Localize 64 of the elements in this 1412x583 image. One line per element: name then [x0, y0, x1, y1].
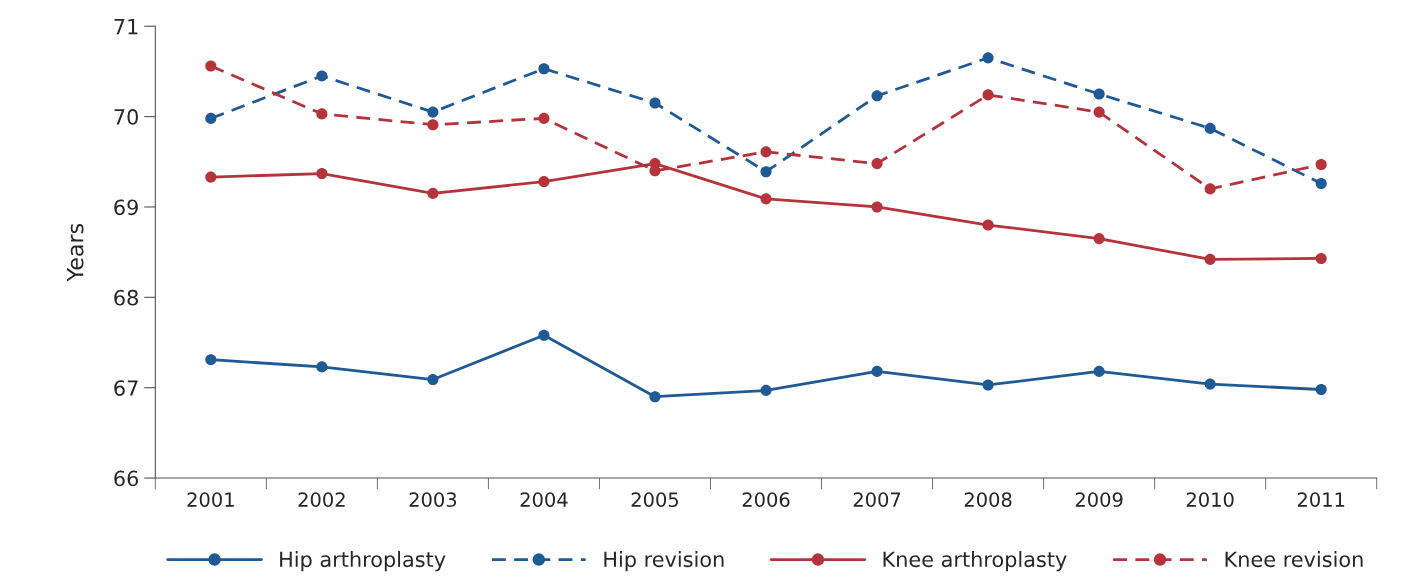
point: [1093, 88, 1105, 100]
point: [649, 97, 661, 109]
y-tick-label: 69: [114, 199, 138, 216]
point: [538, 176, 550, 188]
y-tick-label: 70: [114, 109, 138, 125]
point: [760, 193, 772, 205]
point: [871, 365, 883, 377]
legend-label: Hip arthroplasty: [280, 551, 446, 572]
point: [1204, 122, 1216, 134]
x-tick-label: 2009: [1075, 492, 1123, 507]
x-tick-label: 2007: [853, 492, 901, 507]
point: [538, 329, 550, 341]
point: [1204, 378, 1216, 390]
point: [1315, 252, 1327, 265]
x-tick-label: 2010: [1186, 492, 1234, 507]
point: [205, 60, 217, 72]
point: [1315, 177, 1327, 190]
x-tick-label: 2008: [964, 492, 1012, 507]
point: [1093, 233, 1105, 245]
point: [427, 374, 439, 386]
point: [871, 90, 883, 102]
point: [316, 361, 328, 373]
point: [871, 158, 883, 170]
point: [760, 166, 772, 178]
point: [538, 112, 550, 124]
x-tick-label: 2004: [520, 492, 568, 507]
point: [982, 89, 994, 101]
x-tick-label: 2001: [187, 492, 234, 507]
x-tick-label: 2011: [1297, 492, 1345, 507]
point: [1204, 253, 1216, 265]
point: [1093, 106, 1105, 118]
point: [982, 52, 994, 64]
y-tick-label: 67: [114, 380, 138, 396]
point: [1204, 183, 1216, 195]
y-tick-label: 66: [114, 470, 139, 487]
point: [1093, 365, 1105, 377]
y-axis-title: Years: [67, 223, 84, 282]
x-tick-label: 2002: [298, 492, 345, 507]
point: [1315, 383, 1327, 396]
point: [871, 201, 883, 213]
point: [649, 391, 661, 403]
y-tick-label: 68: [114, 289, 138, 306]
x-tick-label: 2003: [409, 492, 457, 507]
x-tick-label: 2006: [742, 492, 790, 507]
point: [205, 171, 217, 183]
point: [205, 112, 217, 124]
point: [982, 219, 994, 231]
point: [316, 167, 328, 180]
legend-label: Hip revision: [604, 551, 724, 572]
point: [982, 379, 994, 391]
point: [760, 146, 772, 158]
point: [427, 187, 439, 199]
x-tick-label: 2005: [631, 492, 679, 507]
point: [427, 106, 439, 118]
point: [205, 354, 217, 366]
point: [760, 384, 772, 396]
point: [427, 119, 439, 131]
legend-label: Knee arthroplasty: [883, 551, 1067, 572]
point: [316, 70, 328, 82]
point: [538, 63, 550, 75]
point: [1315, 158, 1327, 171]
point: [316, 108, 328, 120]
y-tick-label: 71: [114, 18, 138, 35]
legend-label: Knee revision: [1225, 551, 1363, 568]
